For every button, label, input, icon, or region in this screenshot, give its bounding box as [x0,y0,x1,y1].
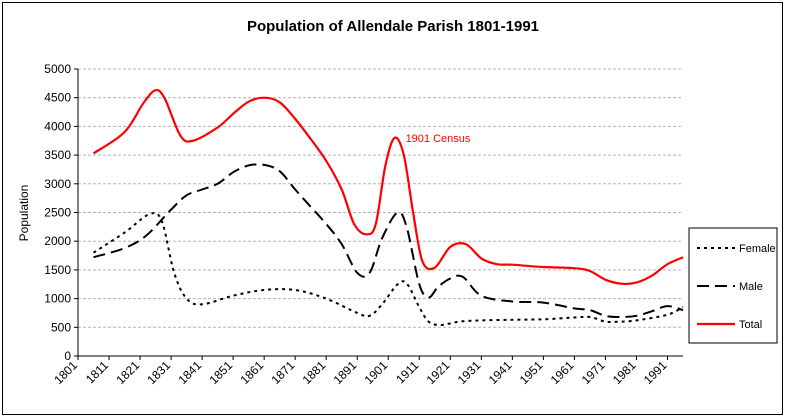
x-tick-label-1841: 1841 [175,358,204,387]
grid-layer [78,68,683,328]
legend: Female Male Total [688,227,778,344]
x-tick-label-1891: 1891 [331,358,360,387]
y-tick-label-1500: 1500 [44,263,71,277]
x-tick-label-1921: 1921 [424,358,453,387]
x-tick-label-1971: 1971 [579,358,608,387]
series-line-total [92,88,684,286]
x-tick-label-1951: 1951 [517,358,546,387]
x-tick-label-1851: 1851 [206,358,235,387]
x-tick-label-1821: 1821 [113,358,142,387]
legend-label-female: Female [739,243,776,255]
x-tick-label-1831: 1831 [144,358,173,387]
x-tick-label-1981: 1981 [610,358,639,387]
x-tick-label-1861: 1861 [237,358,266,387]
y-tick-layer: 0 500 1000 1500 2000 2500 3000 3500 4000 4500 5000 [44,62,78,363]
x-tick-label-1901: 1901 [362,358,391,387]
y-tick-label-5000: 5000 [44,62,71,76]
x-tick-label-1881: 1881 [300,358,329,387]
y-tick-label-1000: 1000 [44,292,71,306]
x-tick-label-1931: 1931 [455,358,484,387]
x-tick-layer: 1801 1811 1821 1831 1841 1851 1861 1871 1881 1891… [51,356,670,387]
x-tick-label-1991: 1991 [641,358,670,387]
y-tick-label-2500: 2500 [44,206,71,220]
y-tick-label-3500: 3500 [44,148,71,162]
series-line-female [92,211,684,326]
y-tick-label-3000: 3000 [44,177,71,191]
x-tick-label-1911: 1911 [393,358,421,386]
y-tick-label-4500: 4500 [44,91,71,105]
y-tick-label-4000: 4000 [44,119,71,133]
chart-svg: Population of Allendale Parish 1801-1991… [17,18,778,387]
x-tick-label-1801: 1801 [51,358,80,387]
series-line-male [93,163,684,318]
legend-label-male: Male [739,281,763,293]
legend-label-total: Total [739,319,762,331]
y-tick-label-0: 0 [64,349,71,363]
x-tick-label-1961: 1961 [548,358,577,387]
y-tick-label-2000: 2000 [44,234,71,248]
x-tick-label-1871: 1871 [269,358,298,387]
series-layer [92,88,684,326]
chart-title: Population of Allendale Parish 1801-1991 [247,18,539,35]
census-annotation: 1901 Census [406,133,471,145]
y-tick-label-500: 500 [51,320,71,334]
y-axis-label: Population [17,185,31,242]
x-tick-label-1811: 1811 [83,358,111,386]
x-tick-label-1941: 1941 [486,358,515,387]
